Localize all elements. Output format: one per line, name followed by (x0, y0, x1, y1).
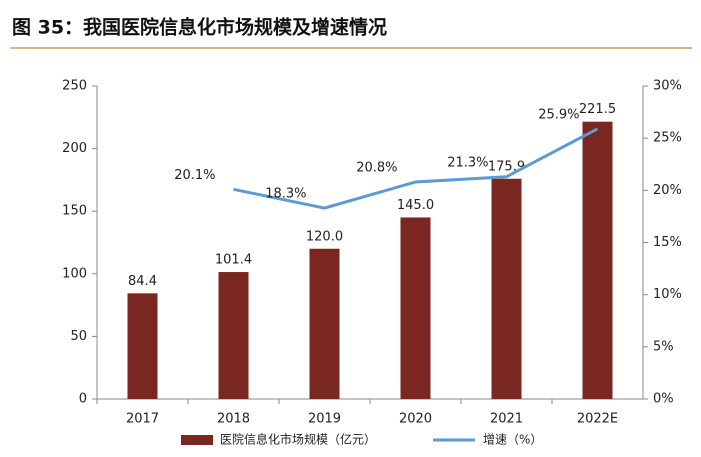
x-tick-label: 2020 (399, 412, 432, 427)
y-tick-label: 150 (62, 204, 87, 219)
line-value-label: 18.3% (265, 187, 306, 202)
bar-value-label: 145.0 (397, 198, 434, 213)
line-value-label: 20.8% (356, 160, 397, 175)
y-tick-label: 250 (62, 79, 87, 94)
bar (127, 293, 158, 399)
legend-label: 增速（%） (483, 433, 542, 447)
line-value-label: 21.3% (447, 155, 488, 170)
bar (218, 272, 249, 399)
y-tick-label: 100 (62, 266, 87, 281)
x-tick-label: 2017 (126, 412, 159, 427)
line (233, 127, 599, 210)
x-tick-label: 2018 (217, 412, 250, 427)
bar-value-label: 221.5 (579, 102, 616, 117)
y2-tick-label: 0% (653, 392, 674, 407)
bar-value-label: 101.4 (215, 253, 252, 268)
y2-tick-label: 10% (653, 287, 682, 302)
y2-tick-label: 25% (653, 131, 682, 146)
x-tick-label: 2019 (308, 412, 341, 427)
line-value-label: 25.9% (538, 107, 579, 122)
bar-value-label: 175.9 (488, 159, 525, 174)
legend-swatch (181, 435, 213, 445)
bar-value-label: 84.4 (128, 274, 157, 289)
bar-value-label: 120.0 (306, 229, 343, 244)
bar (400, 217, 431, 399)
line-value-label: 20.1% (174, 168, 215, 183)
y2-tick-label: 15% (653, 235, 682, 250)
bar (491, 178, 522, 399)
y2-tick-label: 5% (653, 339, 674, 354)
bar (582, 121, 613, 399)
x-tick-label: 2022E (577, 412, 618, 427)
y2-tick-label: 30% (653, 79, 682, 94)
y-tick-label: 200 (62, 141, 87, 156)
y-tick-label: 0 (79, 392, 87, 407)
chart-title: 图 35：我国医院信息化市场规模及增速情况 (12, 16, 387, 39)
bar (309, 248, 340, 399)
y-tick-label: 50 (70, 329, 87, 344)
legend-label: 医院信息化市场规模（亿元） (220, 432, 376, 447)
y2-tick-label: 20% (653, 183, 682, 198)
x-tick-label: 2021 (490, 412, 523, 427)
